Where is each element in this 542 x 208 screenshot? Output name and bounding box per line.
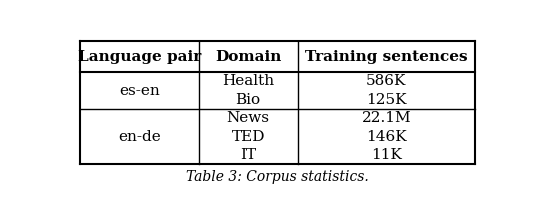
Text: News: News <box>227 111 270 125</box>
Text: en-de: en-de <box>118 130 161 144</box>
Text: Domain: Domain <box>215 50 281 64</box>
Text: TED: TED <box>231 130 265 144</box>
Text: Bio: Bio <box>236 93 261 107</box>
Text: 146K: 146K <box>366 130 406 144</box>
Text: Table 3: Corpus statistics.: Table 3: Corpus statistics. <box>186 170 369 184</box>
Text: es-en: es-en <box>119 84 160 98</box>
Text: 11K: 11K <box>371 148 402 162</box>
Text: 22.1M: 22.1M <box>362 111 411 125</box>
Text: Health: Health <box>222 74 274 88</box>
Text: IT: IT <box>240 148 256 162</box>
Text: 586K: 586K <box>366 74 406 88</box>
Text: 125K: 125K <box>366 93 406 107</box>
Text: Training sentences: Training sentences <box>305 50 468 64</box>
Text: Language pair: Language pair <box>78 50 201 64</box>
